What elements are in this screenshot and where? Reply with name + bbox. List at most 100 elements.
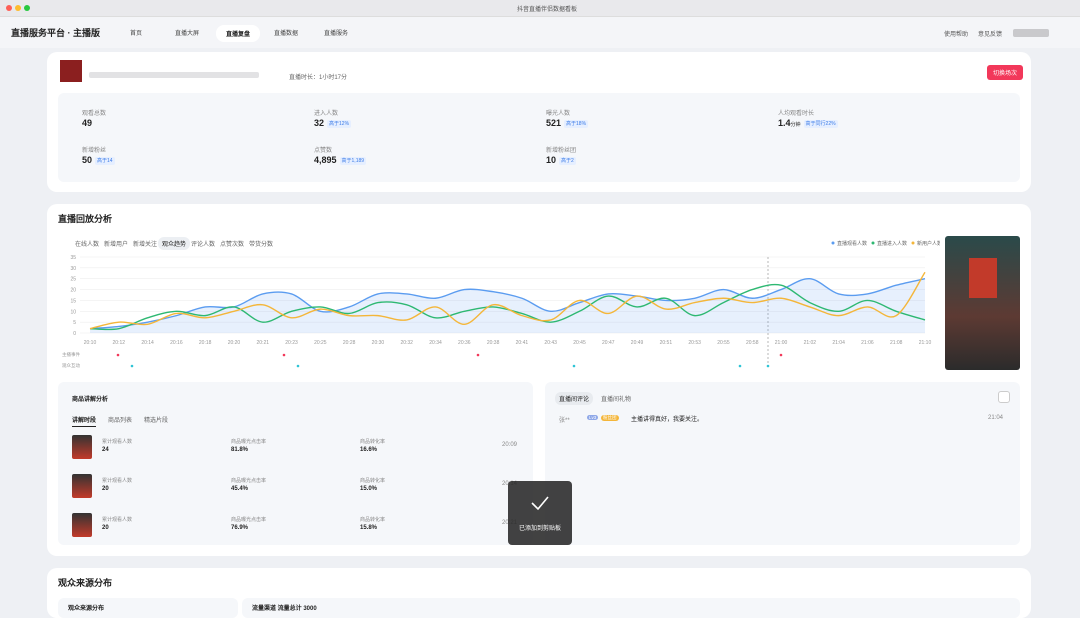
nav-link[interactable]: 使用帮助 xyxy=(944,32,969,38)
x-tick-label: 20:10 xyxy=(84,340,97,346)
legend-label: 新用户人数 xyxy=(917,240,940,247)
nav-tab[interactable]: 首页 xyxy=(130,31,143,37)
chart-tab[interactable]: 带货分数 xyxy=(249,242,274,248)
y-tick-label: 15 xyxy=(70,298,76,304)
x-tick-label: 20:58 xyxy=(746,340,759,346)
stat-value: 20 xyxy=(102,486,109,492)
maximize[interactable] xyxy=(24,5,30,11)
toast: 已添加到剪贴板 xyxy=(508,481,572,545)
event-dot xyxy=(282,353,286,357)
minimize[interactable] xyxy=(15,5,21,11)
x-tick-label: 20:21 xyxy=(257,340,270,346)
badge: 高于18% xyxy=(564,120,589,129)
legend-label: 直播观看人数 xyxy=(837,240,867,247)
chart-tab[interactable]: 观众趋势 xyxy=(158,237,191,250)
metric-label: 观看总数 xyxy=(82,111,107,117)
x-tick-label: 20:30 xyxy=(372,340,385,346)
event-dot xyxy=(779,353,783,357)
badge: 高于同行22% xyxy=(803,120,838,129)
session-card: 直播时长：1小时17分 切换场次 观看总数 49 进入人数 32 高于12% 曝光人数 52… xyxy=(47,52,1031,192)
stat-label: 累计观看人数 xyxy=(102,478,133,484)
nav-tab[interactable]: 直播大屏 xyxy=(175,31,200,37)
x-tick-label: 20:23 xyxy=(285,340,298,346)
value: 4,895 xyxy=(314,155,337,165)
nav-tab[interactable]: 直播数据 xyxy=(274,31,299,37)
metric-label: 新增粉丝 xyxy=(82,148,107,154)
event-dot xyxy=(572,364,576,368)
nav-link[interactable]: 意见反馈 xyxy=(978,32,1003,38)
value: 521 xyxy=(546,118,562,128)
check-icon xyxy=(531,496,549,511)
x-tick-label: 20:34 xyxy=(429,340,442,346)
value: 1.4 xyxy=(778,118,791,128)
nav-tab[interactable]: 直播服务 xyxy=(324,31,349,37)
switch-button[interactable]: 切换场次 xyxy=(987,65,1024,80)
stat-value: 81.8% xyxy=(231,447,249,453)
chart-tab[interactable]: 评论人数 xyxy=(191,242,216,248)
panel-tab[interactable]: 精选片段 xyxy=(144,418,169,424)
source-panel: 观众来源分布 xyxy=(58,598,238,618)
metric-value: 4,895 高于1,189 xyxy=(314,155,367,166)
stat-value: 20 xyxy=(102,525,109,531)
panel-tab[interactable]: 直播间礼物 xyxy=(601,397,632,403)
x-tick-label: 20:28 xyxy=(343,340,356,346)
unit: 分钟 xyxy=(790,122,801,128)
title-bar: 抖音直播伴侣数据看板 xyxy=(0,0,1080,17)
product-thumb xyxy=(72,474,92,498)
x-tick-label: 20:12 xyxy=(113,340,126,346)
stat-label: 商品曝光点击率 xyxy=(231,478,267,484)
settings[interactable] xyxy=(998,391,1010,403)
section-title: 观众来源分布 xyxy=(58,578,113,588)
metric-label: 新增粉丝团 xyxy=(546,148,577,154)
x-tick-label: 20:14 xyxy=(141,340,154,346)
value: 50 xyxy=(82,155,93,165)
x-tick-label: 20:20 xyxy=(228,340,241,346)
avatar xyxy=(60,60,82,82)
video-thumbnail[interactable] xyxy=(945,236,1020,370)
section-title: 直播回放分析 xyxy=(58,214,113,224)
chart-tab[interactable]: 在线人数 xyxy=(75,242,100,248)
metric-value: 32 高于12% xyxy=(314,118,352,129)
legend-swatch xyxy=(871,241,875,245)
metric-label: 点赞数 xyxy=(314,148,333,154)
chart-tab[interactable]: 点赞次数 xyxy=(220,242,245,248)
window-title: 抖音直播伴侣数据看板 xyxy=(517,7,578,13)
toast-text: 已添加到剪贴板 xyxy=(518,526,561,532)
panel-tab[interactable]: 直播间评论 xyxy=(555,392,594,405)
stat-value: 15.8% xyxy=(360,525,378,531)
panel-tab[interactable]: 商品列表 xyxy=(108,418,133,424)
stat-label: 商品转化率 xyxy=(360,439,386,445)
y-tick-label: 10 xyxy=(70,309,76,315)
badge: 高于12% xyxy=(327,120,352,129)
x-tick-label: 20:43 xyxy=(544,340,557,346)
close[interactable] xyxy=(6,5,12,11)
comment-user: 张** xyxy=(559,418,570,424)
metric-label: 曝光人数 xyxy=(546,111,571,117)
stat-label: 累计观看人数 xyxy=(102,517,133,523)
y-tick-label: 25 xyxy=(70,277,76,283)
replay-card: 直播回放分析 在线人数 新增用户 新增关注 观众趋势 评论人数 点赞次数 带货分数 商品讲解… xyxy=(47,204,1031,556)
x-tick-label: 20:32 xyxy=(400,340,413,346)
legend-label: 直播进入人数 xyxy=(877,240,907,247)
event-dot xyxy=(296,364,300,368)
y-tick-label: 30 xyxy=(70,266,76,272)
nav-bar: 直播服务平台 · 主播版 首页 直播大屏 直播复盘 直播数据 直播服务 使用帮助 意见反馈 xyxy=(0,17,1080,48)
metric-label: 人均观看时长 xyxy=(778,111,815,117)
products-panel: 商品讲解分析 讲解时段 商品列表 精选片段 累计观看人数 24 商品曝光点击率 81.8% 商… xyxy=(58,382,533,545)
chart-tab[interactable]: 新增关注 xyxy=(133,242,158,248)
panel-tab[interactable]: 讲解时段 xyxy=(72,415,97,427)
account[interactable] xyxy=(1013,29,1049,37)
fan-badge: 粉丝团 xyxy=(601,415,619,421)
nav-tab[interactable]: 直播复盘 xyxy=(216,25,261,42)
stream-info xyxy=(89,72,259,78)
stat-label: 商品曝光点击率 xyxy=(231,439,267,445)
x-tick-label: 20:53 xyxy=(688,340,701,346)
event-dot xyxy=(766,364,770,368)
x-tick-label: 20:36 xyxy=(458,340,471,346)
comments-panel: 直播间评论 直播间礼物 张** Lv3 粉丝团 主播讲得真好，我要关注。 21:04 xyxy=(545,382,1020,545)
y-tick-label: 20 xyxy=(70,288,76,294)
stat-label: 商品转化率 xyxy=(360,517,386,523)
stat-value: 16.6% xyxy=(360,447,378,453)
x-tick-label: 21:10 xyxy=(919,340,932,346)
chart-tab[interactable]: 新增用户 xyxy=(104,242,129,248)
